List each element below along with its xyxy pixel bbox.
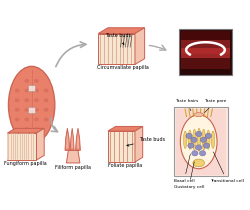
Ellipse shape <box>24 79 29 83</box>
Ellipse shape <box>24 108 29 112</box>
Ellipse shape <box>24 89 29 92</box>
FancyBboxPatch shape <box>179 29 232 75</box>
Polygon shape <box>76 128 80 150</box>
Polygon shape <box>36 128 44 160</box>
Ellipse shape <box>184 131 187 148</box>
Polygon shape <box>71 132 73 148</box>
Text: Foliate papilla: Foliate papilla <box>108 163 142 168</box>
FancyBboxPatch shape <box>181 48 230 58</box>
Text: Gustatory cell: Gustatory cell <box>174 162 204 189</box>
Ellipse shape <box>196 145 202 150</box>
Text: Taste hairs: Taste hairs <box>174 99 198 111</box>
Text: Filiform papilla: Filiform papilla <box>55 165 91 170</box>
Polygon shape <box>77 132 79 148</box>
Ellipse shape <box>207 130 210 150</box>
FancyBboxPatch shape <box>181 31 230 40</box>
FancyBboxPatch shape <box>28 107 36 113</box>
Text: Taste buds: Taste buds <box>127 137 165 146</box>
Ellipse shape <box>194 113 203 117</box>
Ellipse shape <box>34 98 39 102</box>
Ellipse shape <box>44 118 49 121</box>
Ellipse shape <box>193 129 196 150</box>
Ellipse shape <box>15 118 20 121</box>
Ellipse shape <box>211 131 215 148</box>
Text: Taste pore: Taste pore <box>204 99 227 113</box>
Polygon shape <box>98 28 144 34</box>
Ellipse shape <box>34 118 39 121</box>
FancyBboxPatch shape <box>28 85 36 91</box>
Ellipse shape <box>15 89 20 92</box>
Polygon shape <box>135 28 144 64</box>
FancyBboxPatch shape <box>108 131 135 162</box>
Ellipse shape <box>180 115 217 169</box>
Ellipse shape <box>8 66 55 144</box>
Polygon shape <box>66 150 80 163</box>
Ellipse shape <box>24 127 29 131</box>
Ellipse shape <box>34 127 39 131</box>
Text: Fungiform papilla: Fungiform papilla <box>4 161 47 166</box>
Ellipse shape <box>196 131 202 137</box>
Polygon shape <box>65 128 70 150</box>
FancyBboxPatch shape <box>181 40 230 54</box>
Ellipse shape <box>24 98 29 102</box>
Text: Circumvallate papilla: Circumvallate papilla <box>98 65 149 70</box>
Polygon shape <box>135 126 143 162</box>
Ellipse shape <box>44 98 49 102</box>
Ellipse shape <box>15 108 20 112</box>
FancyBboxPatch shape <box>181 54 230 69</box>
Ellipse shape <box>205 133 212 139</box>
FancyBboxPatch shape <box>8 133 36 160</box>
Ellipse shape <box>44 89 49 92</box>
Ellipse shape <box>200 137 207 142</box>
Polygon shape <box>70 128 74 150</box>
Ellipse shape <box>200 151 206 156</box>
Ellipse shape <box>188 143 194 148</box>
Ellipse shape <box>15 98 20 102</box>
Polygon shape <box>8 128 44 133</box>
FancyBboxPatch shape <box>174 107 228 176</box>
FancyBboxPatch shape <box>98 34 135 64</box>
Ellipse shape <box>34 108 39 112</box>
Text: Taste buds: Taste buds <box>105 33 131 45</box>
Polygon shape <box>108 126 143 131</box>
Ellipse shape <box>192 151 198 156</box>
Ellipse shape <box>34 79 39 83</box>
Ellipse shape <box>24 118 29 121</box>
Ellipse shape <box>193 159 204 167</box>
Ellipse shape <box>188 130 192 150</box>
Ellipse shape <box>202 129 205 150</box>
FancyBboxPatch shape <box>176 109 226 175</box>
Text: Basal cell: Basal cell <box>174 154 194 183</box>
Ellipse shape <box>198 128 201 151</box>
Ellipse shape <box>191 137 197 142</box>
Ellipse shape <box>34 89 39 92</box>
Ellipse shape <box>203 143 210 148</box>
Text: Transitional cell: Transitional cell <box>210 152 244 183</box>
Ellipse shape <box>186 133 192 139</box>
Ellipse shape <box>44 108 49 112</box>
Polygon shape <box>66 132 68 148</box>
